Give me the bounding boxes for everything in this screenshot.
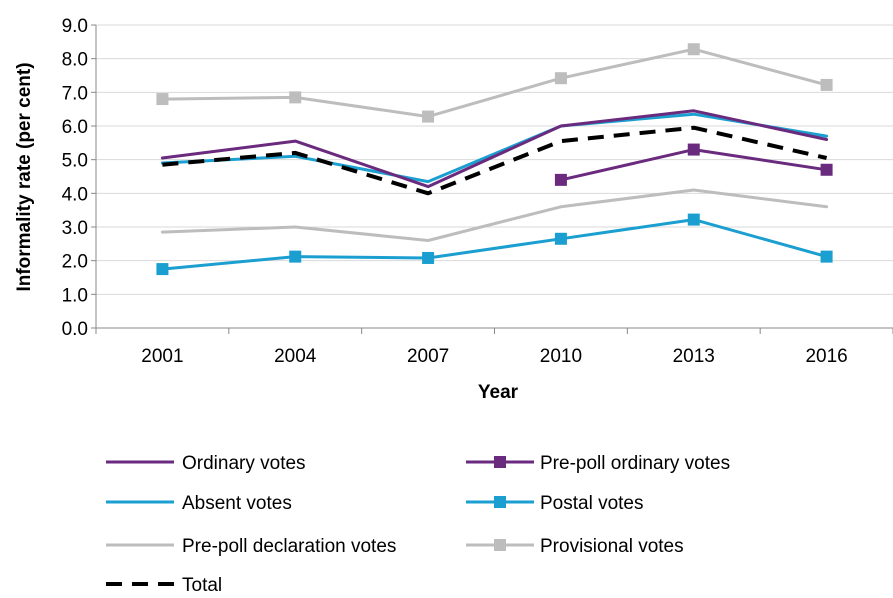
legend-marker (494, 496, 506, 508)
data-point-postal-votes (156, 263, 169, 276)
data-point-provisional-votes (687, 43, 700, 56)
legend-item-pre-poll-declaration-votes: Pre-poll declaration votes (106, 536, 396, 557)
data-point-pre-poll-ordinary-votes (820, 163, 833, 176)
legend-label: Total (182, 575, 222, 593)
legend-label: Pre-poll ordinary votes (540, 453, 730, 474)
data-point-postal-votes (820, 250, 833, 263)
data-point-postal-votes (289, 250, 302, 263)
x-tick-label: 2004 (274, 346, 317, 367)
series-lines (156, 43, 833, 276)
x-tick-label: 2007 (407, 346, 449, 367)
data-point-provisional-votes (554, 72, 567, 85)
data-point-pre-poll-ordinary-votes (687, 143, 700, 156)
legend-label: Provisional votes (540, 536, 684, 557)
data-point-postal-votes (422, 251, 435, 264)
data-point-provisional-votes (156, 93, 169, 106)
series-line-postal-votes (160, 218, 829, 271)
legend: Ordinary votes Pre-poll ordinary votes Abs… (106, 453, 730, 596)
x-tick-label: 2001 (141, 346, 183, 367)
legend-item-provisional-votes: Provisional votes (466, 536, 684, 557)
legend-item-postal-votes: Postal votes (466, 493, 644, 514)
y-tick-label: 0.0 (62, 319, 88, 340)
legend-item-ordinary-votes: Ordinary votes (106, 453, 306, 474)
series-line-ordinary-votes (160, 109, 829, 189)
y-tick-label: 9.0 (62, 16, 88, 37)
legend-item-absent-votes: Absent votes (106, 493, 292, 514)
y-tick-label: 2.0 (62, 252, 88, 273)
legend-label: Postal votes (540, 493, 644, 514)
y-tick-label: 7.0 (62, 83, 88, 104)
y-tick-label: 8.0 (62, 50, 88, 71)
y-tick-label: 6.0 (62, 117, 88, 138)
data-point-postal-votes (554, 232, 567, 245)
x-tick-label: 2013 (673, 346, 715, 367)
series-line-pre-poll-declaration-votes (160, 188, 829, 242)
y-tick-label: 3.0 (62, 218, 88, 239)
legend-marker (494, 539, 506, 551)
data-point-pre-poll-ordinary-votes (554, 173, 567, 186)
series-line-total (162, 125, 828, 196)
series-line-provisional-votes (160, 47, 829, 119)
data-point-postal-votes (687, 213, 700, 226)
legend-label: Ordinary votes (182, 453, 306, 474)
legend-label: Pre-poll declaration votes (182, 536, 396, 557)
data-point-provisional-votes (820, 78, 833, 91)
x-tick-label: 2010 (540, 346, 582, 367)
x-axis-title: Year (478, 382, 519, 403)
y-tick-label: 5.0 (62, 151, 88, 172)
legend-marker (494, 456, 506, 468)
data-point-provisional-votes (422, 110, 435, 123)
y-tick-label: 4.0 (62, 184, 88, 205)
x-tick-label: 2016 (805, 346, 847, 367)
data-point-provisional-votes (289, 91, 302, 104)
y-axis-title: Informality rate (per cent) (14, 62, 35, 291)
legend-item-pre-poll-ordinary-votes: Pre-poll ordinary votes (466, 453, 730, 474)
y-tick-label: 1.0 (62, 285, 88, 306)
legend-item-total: Total (106, 575, 222, 596)
axes: 0.0 1.0 2.0 3.0 4.0 5.0 6.0 7.0 8.0 9.0 2001 2004 20… (62, 16, 893, 367)
series-line-absent-votes (160, 112, 829, 184)
legend-label: Absent votes (182, 493, 292, 514)
